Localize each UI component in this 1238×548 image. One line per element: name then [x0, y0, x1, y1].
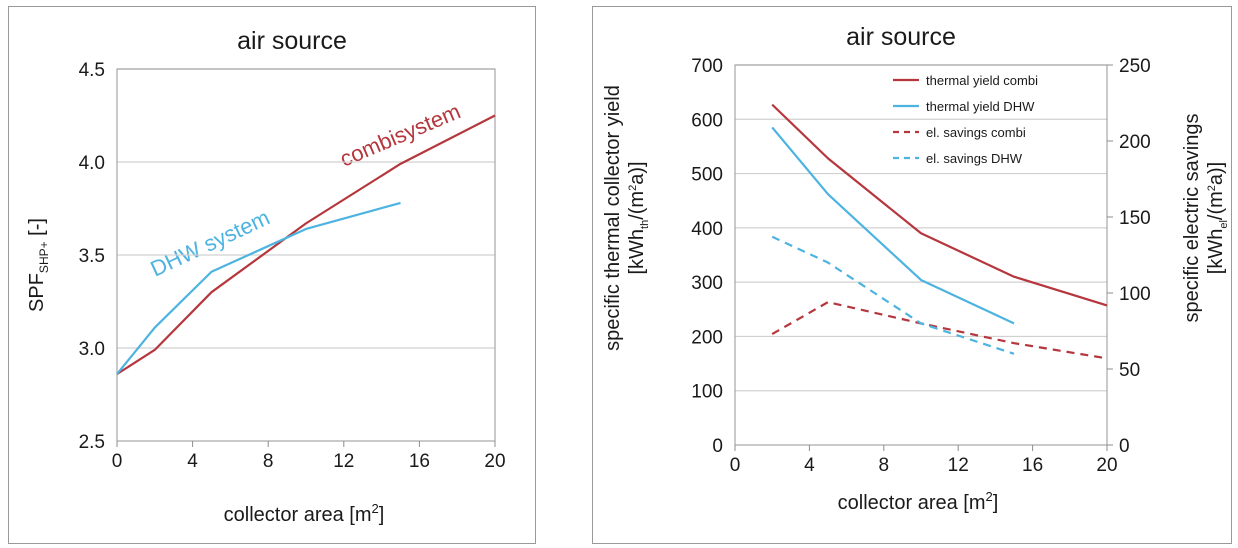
x-tick-label: 20 — [484, 451, 505, 472]
y-tick-label: 200 — [691, 327, 723, 348]
legend-label-4: el. savings DHW — [926, 151, 1023, 166]
right-chart-panel: air source collector area [m2] specific … — [592, 6, 1232, 544]
y2-tick-label: 200 — [1119, 132, 1151, 153]
y-tick-label: 2.5 — [79, 432, 105, 453]
annotation-combisystem: combisystem — [336, 98, 464, 171]
right-chart: air source collector area [m2] specific … — [602, 23, 1230, 514]
x-tick-label: 8 — [879, 455, 890, 476]
plot-frame — [734, 64, 1108, 446]
y-tick-label: 100 — [691, 382, 723, 403]
y-tick-label: 400 — [691, 219, 723, 240]
series-line-1 — [771, 103, 1108, 307]
y2-tick-label: 0 — [1119, 436, 1130, 457]
legend-label-3: el. savings combi — [926, 125, 1026, 140]
series-line-3 — [771, 301, 1108, 360]
y-tick-label: 4.5 — [79, 60, 105, 81]
x-tick-label: 0 — [112, 451, 123, 472]
x-tick-label: 16 — [409, 451, 430, 472]
right-x-axis-label: collector area [m2] — [838, 489, 999, 514]
left-chart: air source collector area [m2] SPFSHP+ [… — [26, 27, 506, 526]
right-y-axis-label: specific thermal collector yield [kWhth/… — [602, 85, 651, 351]
x-tick-label: 8 — [263, 451, 274, 472]
left-chart-panel: air source collector area [m2] SPFSHP+ [… — [8, 6, 536, 544]
y-tick-label: 300 — [691, 273, 723, 294]
right-y-axis-label-line2: [kWhth/(m2a)] — [626, 161, 651, 274]
left-y-axis-label: SPFSHP+ [-] — [26, 218, 51, 312]
x-tick-label: 4 — [187, 451, 198, 472]
y-tick-label: 700 — [691, 56, 723, 77]
y2-tick-label: 100 — [1119, 284, 1151, 305]
series-line-4 — [771, 235, 1015, 355]
x-tick-label: 12 — [333, 451, 354, 472]
x-tick-label: 20 — [1096, 455, 1117, 476]
x-tick-label: 0 — [730, 455, 741, 476]
y-tick-label: 500 — [691, 165, 723, 186]
y2-tick-label: 250 — [1119, 56, 1151, 77]
x-tick-label: 4 — [804, 455, 815, 476]
plot-frame — [116, 68, 496, 442]
y-tick-label: 3.0 — [79, 339, 105, 360]
y2-tick-label: 50 — [1119, 360, 1140, 381]
series-line-2 — [771, 126, 1015, 325]
series-line-1 — [116, 114, 496, 375]
x-tick-label: 16 — [1022, 455, 1043, 476]
right-y-axis-label-line1: specific thermal collector yield — [602, 85, 624, 351]
x-tick-label: 12 — [948, 455, 969, 476]
right-chart-title: air source — [846, 23, 956, 51]
y-tick-label: 600 — [691, 110, 723, 131]
y2-tick-label: 150 — [1119, 208, 1151, 229]
y-tick-label: 3.5 — [79, 246, 105, 267]
legend-label-1: thermal yield combi — [926, 73, 1038, 88]
left-chart-title: air source — [237, 27, 347, 55]
left-x-axis-label: collector area [m2] — [224, 501, 385, 526]
right-y2-axis-label-line2: [kWhel/(m2a)] — [1205, 162, 1230, 274]
series-line-2 — [116, 201, 401, 375]
y-tick-label: 4.0 — [79, 153, 105, 174]
right-y2-axis-label-line1: specific electric savings — [1181, 114, 1203, 323]
legend-label-2: thermal yield DHW — [926, 99, 1035, 114]
right-y2-axis-label: specific electric savings [kWhel/(m2a)] — [1181, 114, 1230, 323]
y-tick-label: 0 — [712, 436, 723, 457]
annotation-dhw-system: DHW system — [147, 205, 274, 282]
